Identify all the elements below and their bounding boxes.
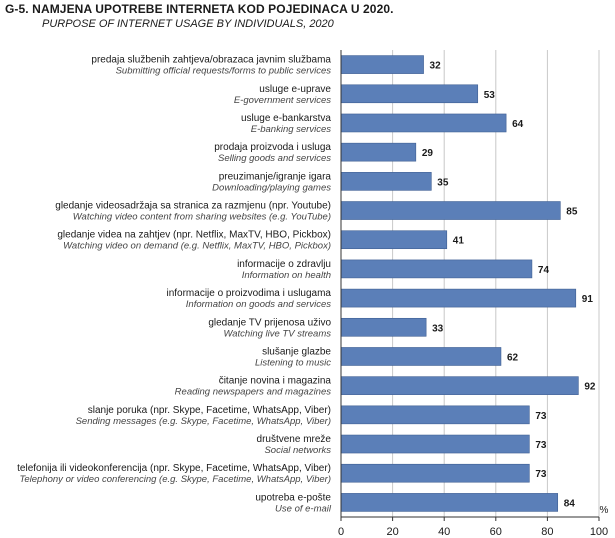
- data-label: 32: [430, 61, 442, 72]
- bars: 32 53 64 29 35 85 41 74 91 33 62 92 73 73 73 84: [340, 55, 596, 512]
- category-label: gledanje TV prijenosa uživo: [208, 317, 331, 328]
- bar: [340, 317, 427, 337]
- category-label: društvene mreže: [257, 434, 332, 445]
- category-label: gledanje videosadržaja sa stranica za ra…: [55, 201, 331, 212]
- bar: [340, 172, 432, 191]
- category-label-en: Information on health: [242, 270, 331, 281]
- data-label: 41: [453, 236, 465, 247]
- category-label: informacije o proizvodima i uslugama: [166, 288, 331, 299]
- x-tick-label: 100: [590, 526, 608, 538]
- category-label-en: Reading newspapers and magazines: [175, 387, 332, 398]
- category-label: usluge e-uprave: [259, 84, 331, 95]
- chart-title: G-5. NAMJENA UPOTREBE INTERNETA KOD POJE…: [5, 2, 394, 16]
- category-label: čitanje novina i magazina: [219, 376, 332, 387]
- category-label: preuzimanje/igranje igara: [219, 171, 332, 182]
- data-label: 73: [535, 411, 547, 422]
- bar: [340, 376, 579, 395]
- chart-subtitle: PURPOSE OF INTERNET USAGE BY INDIVIDUALS…: [42, 18, 334, 30]
- category-label: upotreba e-pošte: [255, 492, 331, 503]
- data-label: 92: [584, 382, 596, 393]
- bar: [340, 230, 448, 250]
- bar: [340, 84, 479, 104]
- category-label: gledanje videa na zahtjev (npr. Netflix,…: [57, 230, 331, 241]
- category-label-en: E-government services: [234, 95, 331, 106]
- data-label: 64: [512, 119, 524, 130]
- data-label: 91: [582, 294, 594, 305]
- bar: [340, 347, 502, 366]
- category-label: telefonija ili videokonferencija (npr. S…: [17, 463, 331, 474]
- bar: [340, 434, 530, 454]
- category-label: informacije o zdravlju: [237, 259, 331, 270]
- data-label: 74: [538, 265, 550, 276]
- category-label-en: Watching live TV streams: [223, 328, 331, 339]
- bar: [340, 405, 530, 425]
- category-label: predaja službenih zahtjeva/obrazaca javn…: [91, 55, 331, 66]
- category-label-en: Social networks: [264, 445, 331, 456]
- bar: [340, 463, 530, 483]
- category-label-en: Selling goods and services: [218, 153, 331, 164]
- category-label: usluge e-bankarstva: [241, 113, 331, 124]
- data-label: 53: [484, 90, 496, 101]
- bar: [340, 288, 577, 308]
- axis-unit-label: %: [600, 505, 609, 516]
- category-label-en: Watching video content from sharing webs…: [73, 212, 331, 223]
- category-label: slanje poruka (npr. Skype, Facetime, Wha…: [88, 405, 331, 416]
- x-tick-label: 60: [490, 526, 502, 538]
- bar: [340, 113, 507, 133]
- category-label-en: Listening to music: [255, 357, 331, 368]
- category-label-en: Downloading/playing games: [212, 182, 331, 193]
- bar: [340, 259, 533, 279]
- category-label-en: Telephony or video conferencing (e.g. Sk…: [19, 474, 331, 485]
- data-label: 85: [566, 207, 578, 218]
- x-tick-label: 0: [338, 526, 344, 538]
- category-label: prodaja proizvoda i usluga: [214, 142, 331, 153]
- data-label: 84: [564, 498, 576, 509]
- data-label: 35: [437, 177, 449, 188]
- data-label: 73: [535, 469, 547, 480]
- data-label: 62: [507, 352, 519, 363]
- x-axis: 0 20 40 60 80 100%: [338, 50, 609, 538]
- bar: [340, 142, 417, 162]
- x-tick-label: 80: [541, 526, 553, 538]
- x-tick-label: 40: [438, 526, 450, 538]
- category-label-en: Sending messages (e.g. Skype, Facetime, …: [76, 416, 331, 427]
- x-tick-label: 20: [386, 526, 398, 538]
- title-block: G-5. NAMJENA UPOTREBE INTERNETA KOD POJE…: [5, 2, 394, 31]
- category-label: slušanje glazbe: [262, 346, 331, 357]
- category-label-en: Watching video on demand (e.g. Netflix, …: [63, 241, 331, 252]
- data-label: 29: [422, 148, 434, 159]
- bar: [340, 55, 424, 74]
- data-label: 73: [535, 440, 547, 451]
- category-label-en: Use of e-mail: [275, 503, 332, 514]
- bar: [340, 493, 559, 512]
- category-labels: predaja službenih zahtjeva/obrazaca javn…: [17, 55, 332, 515]
- data-label: 33: [432, 323, 444, 334]
- category-label-en: Submitting official requests/forms to pu…: [116, 66, 332, 77]
- category-label-en: E-banking services: [251, 124, 332, 135]
- bar: [340, 201, 561, 220]
- category-label-en: Information on goods and services: [186, 299, 331, 310]
